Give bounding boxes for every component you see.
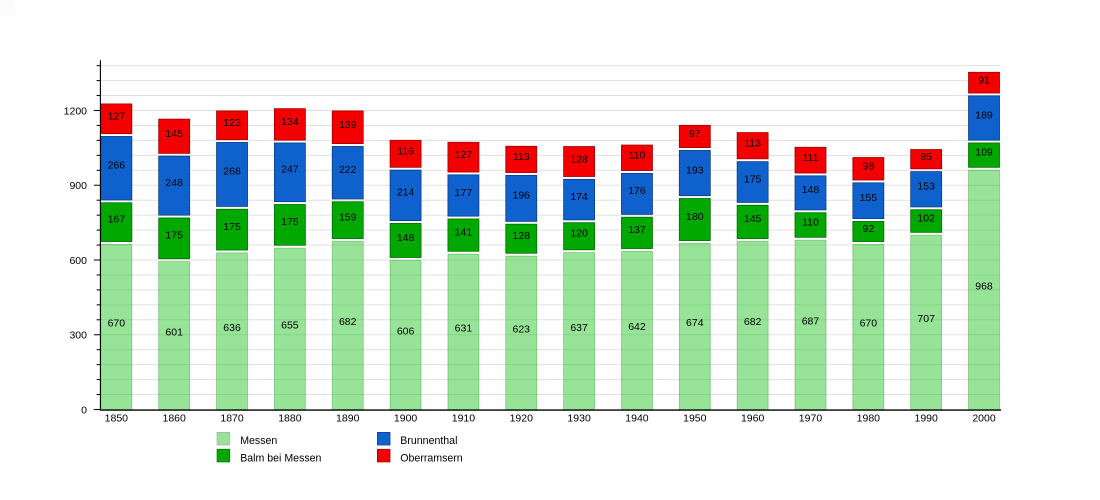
svg-text:1200: 1200 [64, 105, 88, 117]
svg-text:127: 127 [108, 111, 126, 123]
svg-text:1850: 1850 [105, 413, 129, 425]
svg-text:1910: 1910 [452, 413, 476, 425]
svg-text:175: 175 [223, 221, 241, 233]
svg-text:110: 110 [802, 216, 819, 228]
svg-text:127: 127 [455, 149, 473, 161]
svg-text:175: 175 [165, 230, 183, 242]
svg-text:175: 175 [744, 173, 762, 185]
svg-text:682: 682 [339, 316, 357, 328]
svg-text:601: 601 [165, 326, 183, 338]
svg-text:139: 139 [339, 119, 357, 131]
svg-text:1940: 1940 [625, 413, 649, 425]
svg-text:102: 102 [917, 212, 935, 224]
svg-text:116: 116 [397, 146, 414, 158]
svg-text:300: 300 [69, 330, 87, 342]
svg-text:Oberramsern: Oberramsern [400, 453, 463, 465]
svg-text:268: 268 [223, 166, 241, 178]
svg-text:1890: 1890 [336, 413, 360, 425]
svg-text:606: 606 [397, 326, 415, 338]
svg-text:670: 670 [108, 318, 126, 330]
svg-text:177: 177 [455, 187, 473, 199]
svg-text:674: 674 [686, 317, 704, 329]
svg-text:682: 682 [744, 316, 762, 328]
svg-text:176: 176 [628, 185, 646, 197]
svg-text:92: 92 [862, 223, 874, 235]
svg-text:1900: 1900 [394, 413, 418, 425]
svg-text:623: 623 [512, 324, 530, 336]
svg-text:1990: 1990 [915, 413, 939, 425]
svg-text:968: 968 [975, 281, 993, 293]
svg-text:113: 113 [513, 151, 530, 163]
svg-text:900: 900 [69, 180, 87, 192]
svg-text:642: 642 [628, 321, 646, 333]
svg-text:Brunnenthal: Brunnenthal [400, 435, 457, 447]
svg-text:707: 707 [917, 313, 935, 325]
svg-text:637: 637 [570, 322, 588, 334]
svg-text:600: 600 [69, 255, 87, 267]
svg-text:128: 128 [570, 153, 588, 165]
svg-text:0: 0 [81, 404, 87, 416]
svg-text:128: 128 [512, 230, 530, 242]
svg-text:97: 97 [689, 128, 701, 140]
svg-text:85: 85 [920, 151, 932, 163]
svg-text:167: 167 [108, 213, 126, 225]
svg-text:1880: 1880 [278, 413, 302, 425]
svg-text:Messen: Messen [240, 435, 277, 447]
svg-text:134: 134 [281, 116, 299, 128]
svg-text:1860: 1860 [163, 413, 187, 425]
svg-text:266: 266 [108, 160, 126, 172]
svg-text:98: 98 [862, 161, 874, 173]
svg-text:111: 111 [803, 152, 819, 164]
svg-text:2000: 2000 [972, 413, 996, 425]
svg-text:110: 110 [629, 150, 646, 162]
svg-text:148: 148 [802, 184, 820, 196]
svg-text:189: 189 [975, 109, 993, 121]
svg-text:153: 153 [917, 181, 935, 193]
svg-text:1950: 1950 [683, 413, 707, 425]
svg-text:248: 248 [165, 177, 183, 189]
svg-text:670: 670 [860, 318, 878, 330]
svg-text:687: 687 [802, 316, 820, 328]
svg-text:247: 247 [281, 164, 299, 176]
svg-text:196: 196 [512, 190, 530, 202]
svg-text:155: 155 [860, 192, 878, 204]
svg-text:145: 145 [165, 128, 183, 140]
svg-text:1870: 1870 [220, 413, 244, 425]
svg-text:214: 214 [397, 187, 415, 199]
svg-text:123: 123 [223, 117, 241, 129]
svg-text:137: 137 [628, 224, 646, 236]
svg-text:1960: 1960 [741, 413, 765, 425]
svg-text:109: 109 [975, 146, 993, 158]
svg-text:175: 175 [281, 216, 299, 228]
svg-text:1970: 1970 [799, 413, 823, 425]
svg-text:636: 636 [223, 322, 241, 334]
svg-text:113: 113 [744, 137, 761, 149]
svg-text:1980: 1980 [857, 413, 881, 425]
svg-text:174: 174 [570, 191, 588, 203]
svg-text:1930: 1930 [567, 413, 591, 425]
svg-text:655: 655 [281, 320, 299, 332]
svg-text:631: 631 [455, 323, 473, 335]
svg-text:180: 180 [686, 211, 704, 223]
svg-text:91: 91 [978, 74, 990, 86]
svg-text:193: 193 [686, 164, 704, 176]
svg-text:222: 222 [339, 164, 357, 176]
svg-text:120: 120 [570, 228, 588, 240]
svg-text:148: 148 [397, 232, 415, 244]
svg-text:141: 141 [455, 226, 473, 238]
svg-text:145: 145 [744, 213, 762, 225]
svg-text:159: 159 [339, 211, 357, 223]
svg-text:Balm bei Messen: Balm bei Messen [240, 453, 321, 465]
svg-text:1920: 1920 [510, 413, 534, 425]
